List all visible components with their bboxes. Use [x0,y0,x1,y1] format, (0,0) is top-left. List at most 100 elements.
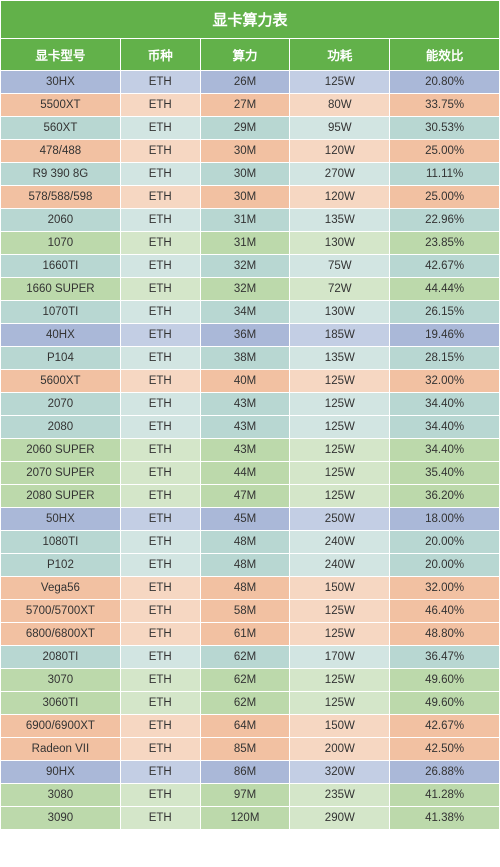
cell: 2060 SUPER [1,439,121,462]
cell: 36M [200,324,290,347]
cell: ETH [120,347,200,370]
cell: 1070TI [1,301,121,324]
cell: 30.53% [390,117,500,140]
cell: ETH [120,393,200,416]
cell: ETH [120,577,200,600]
cell: 30M [200,163,290,186]
cell: ETH [120,232,200,255]
table-row: 2080 SUPERETH47M125W36.20% [1,485,500,508]
table-title-row: 显卡算力表 [1,1,500,39]
cell: 478/488 [1,140,121,163]
cell: ETH [120,692,200,715]
cell: ETH [120,324,200,347]
cell: 3090 [1,807,121,830]
cell: 26.15% [390,301,500,324]
cell: 47M [200,485,290,508]
cell: 30M [200,140,290,163]
cell: 50HX [1,508,121,531]
cell: 125W [290,485,390,508]
cell: 48M [200,531,290,554]
cell: ETH [120,117,200,140]
cell: 64M [200,715,290,738]
cell: 3070 [1,669,121,692]
cell: 1660TI [1,255,121,278]
table-row: 6900/6900XTETH64M150W42.67% [1,715,500,738]
cell: ETH [120,807,200,830]
cell: 125W [290,669,390,692]
table-row: 3060TIETH62M125W49.60% [1,692,500,715]
cell: 85M [200,738,290,761]
cell: ETH [120,623,200,646]
cell: ETH [120,370,200,393]
cell: 90HX [1,761,121,784]
cell: 2060 [1,209,121,232]
cell: 27M [200,94,290,117]
cell: 1660 SUPER [1,278,121,301]
cell: 46.40% [390,600,500,623]
cell: 25.00% [390,140,500,163]
table-row: 2080TIETH62M170W36.47% [1,646,500,669]
table-row: P102ETH48M240W20.00% [1,554,500,577]
table-row: 578/588/598ETH30M120W25.00% [1,186,500,209]
cell: 72W [290,278,390,301]
cell: 250W [290,508,390,531]
cell: 125W [290,416,390,439]
cell: 43M [200,393,290,416]
cell: 5500XT [1,94,121,117]
table-row: 50HXETH45M250W18.00% [1,508,500,531]
cell: 6900/6900XT [1,715,121,738]
gpu-hashrate-table: 显卡算力表 显卡型号 币种 算力 功耗 能效比 30HXETH26M125W20… [0,0,500,830]
cell: 41.38% [390,807,500,830]
table-row: Radeon VIIETH85M200W42.50% [1,738,500,761]
table-row: 30HXETH26M125W20.80% [1,71,500,94]
col-header-power: 功耗 [290,39,390,71]
cell: 25.00% [390,186,500,209]
cell: ETH [120,301,200,324]
cell: 31M [200,232,290,255]
cell: 125W [290,393,390,416]
table-row: Vega56ETH48M150W32.00% [1,577,500,600]
cell: 2070 [1,393,121,416]
cell: 49.60% [390,669,500,692]
cell: 36.47% [390,646,500,669]
table-row: 1070ETH31M130W23.85% [1,232,500,255]
cell: 26M [200,71,290,94]
cell: 170W [290,646,390,669]
cell: ETH [120,439,200,462]
cell: ETH [120,94,200,117]
cell: 270W [290,163,390,186]
cell: 49.60% [390,692,500,715]
cell: 30M [200,186,290,209]
cell: 1080TI [1,531,121,554]
cell: 62M [200,692,290,715]
cell: 18.00% [390,508,500,531]
cell: 48M [200,554,290,577]
cell: 135W [290,209,390,232]
table-header-row: 显卡型号 币种 算力 功耗 能效比 [1,39,500,71]
cell: 32.00% [390,370,500,393]
cell: ETH [120,554,200,577]
cell: 20.80% [390,71,500,94]
cell: 62M [200,669,290,692]
cell: 135W [290,347,390,370]
cell: 48M [200,577,290,600]
table-row: 1660 SUPERETH32M72W44.44% [1,278,500,301]
table-row: 6800/6800XTETH61M125W48.80% [1,623,500,646]
cell: ETH [120,416,200,439]
cell: 125W [290,439,390,462]
col-header-hashrate: 算力 [200,39,290,71]
cell: 43M [200,439,290,462]
cell: 23.85% [390,232,500,255]
cell: 34M [200,301,290,324]
cell: 48.80% [390,623,500,646]
col-header-coin: 币种 [120,39,200,71]
cell: ETH [120,163,200,186]
cell: 200W [290,738,390,761]
cell: 26.88% [390,761,500,784]
cell: 5600XT [1,370,121,393]
cell: 42.50% [390,738,500,761]
col-header-model: 显卡型号 [1,39,121,71]
cell: 150W [290,577,390,600]
cell: ETH [120,71,200,94]
cell: ETH [120,761,200,784]
